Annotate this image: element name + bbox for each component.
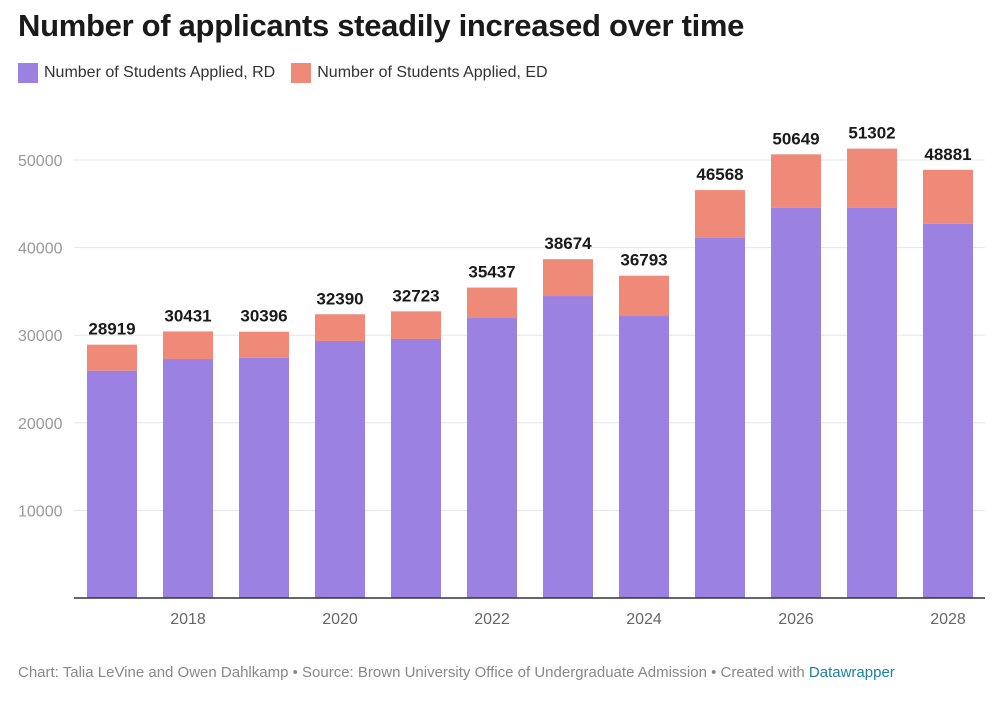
total-label: 30396 bbox=[240, 307, 287, 326]
bar-rd bbox=[543, 296, 593, 598]
y-tick-label: 50000 bbox=[18, 153, 63, 170]
bar-ed bbox=[239, 331, 289, 358]
bar-rd bbox=[391, 338, 441, 598]
total-label: 51302 bbox=[848, 124, 895, 143]
bar-ed bbox=[847, 148, 897, 208]
total-label: 28919 bbox=[88, 320, 135, 339]
x-tick-label: 2022 bbox=[474, 611, 510, 628]
bar-ed bbox=[87, 344, 137, 371]
x-tick-label: 2024 bbox=[626, 611, 662, 628]
bar-ed bbox=[163, 331, 213, 360]
y-tick-label: 20000 bbox=[18, 416, 63, 433]
total-label: 30431 bbox=[164, 306, 211, 325]
bar-rd bbox=[239, 357, 289, 598]
legend-item-ed: Number of Students Applied, ED bbox=[291, 63, 548, 83]
chart-title: Number of applicants steadily increased … bbox=[18, 8, 745, 43]
bar-rd bbox=[619, 316, 669, 598]
total-label: 32723 bbox=[392, 286, 439, 305]
y-tick-label: 30000 bbox=[18, 328, 63, 345]
total-label: 32390 bbox=[316, 289, 363, 308]
bar-ed bbox=[391, 311, 441, 339]
legend-swatch-rd bbox=[18, 63, 38, 83]
total-label: 48881 bbox=[924, 145, 971, 164]
total-label: 50649 bbox=[772, 129, 819, 148]
x-tick-label: 2028 bbox=[930, 611, 966, 628]
footer: Chart: Talia LeVine and Owen Dahlkamp • … bbox=[18, 664, 895, 681]
total-label: 46568 bbox=[696, 165, 743, 184]
bar-rd bbox=[923, 223, 973, 599]
bar-rd bbox=[87, 370, 137, 598]
bar-rd bbox=[467, 318, 517, 598]
bar-ed bbox=[923, 169, 973, 224]
bar-ed bbox=[619, 275, 669, 317]
total-label: 38674 bbox=[544, 234, 592, 253]
legend-swatch-ed bbox=[291, 63, 312, 83]
bar-rd bbox=[163, 359, 213, 598]
bar-rd bbox=[695, 237, 745, 598]
x-tick-label: 2026 bbox=[778, 611, 814, 628]
bar-ed bbox=[467, 287, 517, 319]
bar-ed bbox=[695, 190, 745, 238]
bar-rd bbox=[315, 340, 365, 598]
bar-ed bbox=[543, 259, 593, 297]
footer-credit: Chart: Talia LeVine and Owen Dahlkamp • … bbox=[18, 664, 809, 681]
legend-label-rd: Number of Students Applied, RD bbox=[44, 64, 276, 81]
bar-ed bbox=[771, 154, 821, 208]
bar-rd bbox=[847, 207, 897, 598]
datawrapper-link[interactable]: Datawrapper bbox=[808, 664, 895, 681]
total-label: 36793 bbox=[620, 251, 667, 270]
legend-label-ed: Number of Students Applied, ED bbox=[317, 64, 548, 81]
x-tick-label: 2020 bbox=[322, 611, 358, 628]
y-tick-label: 10000 bbox=[18, 503, 63, 520]
total-label: 35437 bbox=[468, 263, 515, 282]
bar-ed bbox=[315, 314, 365, 341]
legend: Number of Students Applied, RD Number of… bbox=[18, 63, 548, 83]
bar-rd bbox=[771, 207, 821, 598]
y-tick-label: 40000 bbox=[18, 241, 63, 258]
x-tick-label: 2018 bbox=[170, 611, 206, 628]
legend-item-rd: Number of Students Applied, RD bbox=[18, 63, 275, 83]
